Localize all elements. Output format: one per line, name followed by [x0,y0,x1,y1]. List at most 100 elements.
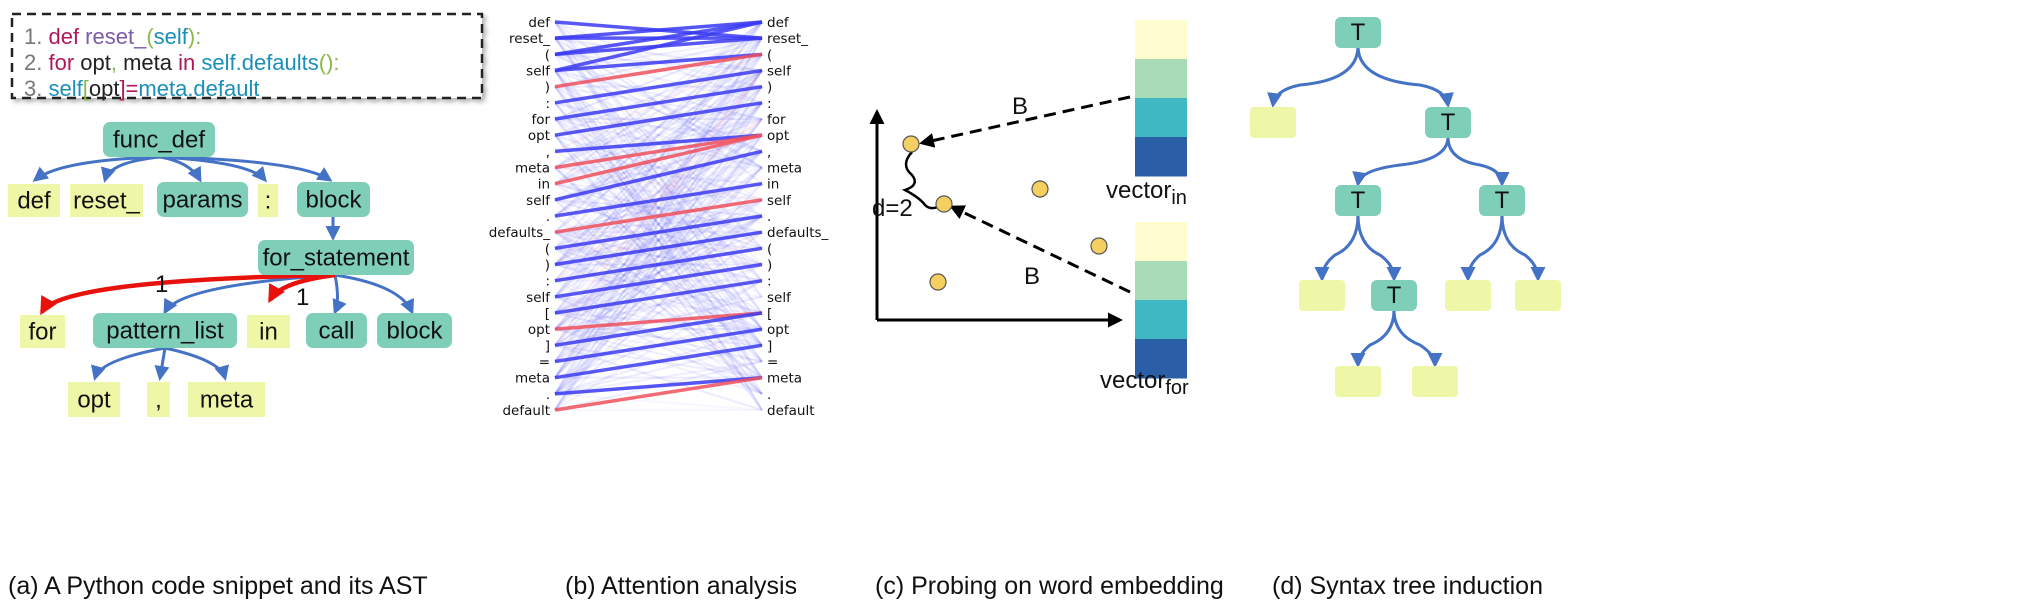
tree-edges [1267,45,1546,368]
token-left: self [526,64,551,80]
token-right: : [767,96,772,112]
attention-line-strong [554,181,763,218]
vector-cell [1135,339,1187,379]
code-token: meta.default [138,76,259,101]
code-line: 2. for opt, meta in self.defaults(): [24,50,340,75]
code-token: opt [89,76,120,101]
attention-line-faint [554,231,763,395]
ast-node-label: reset_ [73,188,140,215]
tree-leaf [1515,280,1561,311]
attention-line-faint [554,215,763,298]
code-token: , [111,50,123,75]
attention-line-faint [554,166,763,314]
attention-line-faint [554,150,763,266]
caption-b: (b) Attention analysis [565,572,797,600]
code-token: def [48,24,85,49]
attention-line-faint [554,102,763,411]
ast-leaf: opt [68,382,120,417]
attention-line-faint [554,37,763,330]
token-left: : [545,96,550,112]
attention-line-faint [554,199,763,411]
attention-line-faint [554,37,763,72]
token-left: ) [545,80,550,96]
token-right: [ [767,306,772,322]
attention-line-faint [554,328,763,347]
attention-lines [554,20,763,412]
token-left: opt [528,128,550,144]
code-token: opt [80,50,111,75]
token-right: opt [767,322,789,338]
token-right: : [767,274,772,290]
attention-line-faint [554,166,763,201]
token-right: for [767,112,786,128]
attention-line-faint [554,215,763,395]
attention-line-faint [554,53,763,169]
point [929,273,947,291]
attention-line-faint [554,85,763,298]
attention-line-faint [554,328,763,379]
ast-leaf: for [20,315,65,348]
attention-line-strong [554,375,763,412]
attention-line-faint [554,198,763,282]
tree-node-t: T [1335,17,1381,48]
attention-line-strong [554,375,763,396]
attention-line-faint [554,150,763,298]
token-left: def [528,15,551,31]
attention-line-faint [554,69,763,411]
ast-leaf: def [8,184,60,217]
tree-node-label: T [1495,187,1510,214]
ast-node-label: for_statement [263,245,410,272]
attention-line-faint [554,247,763,379]
attention-line-faint [554,37,763,346]
attention-line-faint [554,198,763,314]
ast-node-label: params [162,187,242,214]
code-token: ): [188,24,201,49]
attention-line-faint [554,37,763,72]
token-left: ) [545,258,550,274]
attention-line-faint [554,53,763,395]
token-left: . [546,209,550,225]
code-line: 3. self[opt]=meta.default [24,76,259,101]
vector-cell [1135,59,1187,99]
ast-node: block [377,313,452,348]
token-right: in [767,177,779,193]
attention-line-faint [554,101,763,153]
code-box [10,12,484,100]
token-left: in [538,177,550,193]
attention-line-faint [554,295,763,314]
token-right: self [767,193,792,209]
attention-line-strong [554,311,763,348]
probe-arrow [919,95,1131,148]
attention-line-faint [554,69,763,411]
ast-node-label: def [17,188,51,215]
token-right: , [767,144,771,160]
token-left: default [502,403,550,419]
ast-leaf: reset_ [70,184,143,217]
ast-node-label: for [28,319,56,346]
point [1090,237,1108,255]
attention-line-strong [554,20,763,57]
attention-line-faint [554,182,763,234]
token-right: default [767,403,815,419]
token-left: ( [545,241,550,257]
token-left: ] [545,338,550,354]
ast-node-label: : [265,188,272,215]
attention-line-faint [554,263,763,363]
token-right: . [767,209,771,225]
caption-d: (d) Syntax tree induction [1272,572,1543,600]
attention-line-faint [554,69,763,379]
token-left: [ [545,306,550,322]
attention-line-faint [554,231,763,250]
attention-line-strong [554,214,763,251]
token-left: = [539,355,550,371]
token-right: ) [767,80,772,96]
token-right: ) [767,258,772,274]
code-token: ]= [119,76,138,101]
attention-line-faint [554,102,763,266]
attention-line-faint [554,118,763,153]
attention-line-strong [554,149,763,202]
tree-node-label: T [1387,282,1402,309]
attention-line-faint [554,360,763,395]
embedding-points [902,135,1108,291]
point [902,135,920,153]
